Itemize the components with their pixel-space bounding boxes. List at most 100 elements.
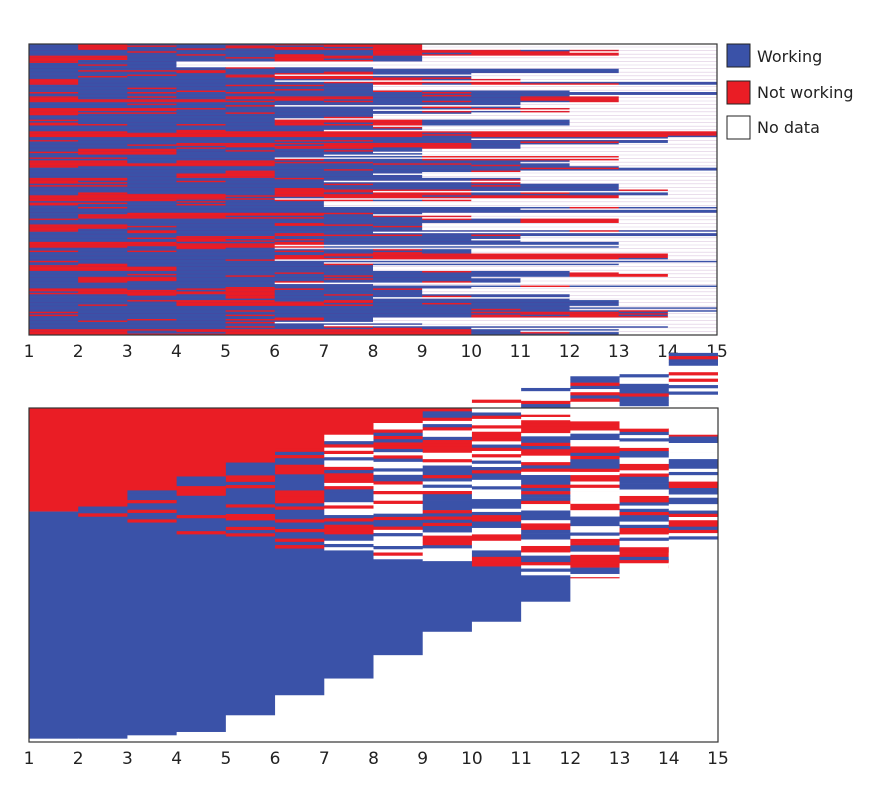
top-cell-not-working [29, 185, 128, 187]
top-cell-not-working [78, 193, 226, 196]
top-cell-not-working [422, 94, 472, 97]
top-cell-working [78, 311, 472, 314]
top-cell-working [323, 54, 374, 57]
top-cell-no-data [569, 305, 718, 308]
top-cell-working [127, 227, 423, 230]
top-cell-not-working [29, 122, 79, 125]
top-cell-not-working [471, 234, 521, 237]
top-cell-not-working [373, 327, 423, 330]
top-cell-no-data [667, 313, 718, 316]
bottom-band-cell-no-data [619, 544, 718, 548]
top-cell-no-data [667, 192, 718, 195]
top-cell-not-working [127, 144, 276, 147]
bottom-no-data-bottom-step [225, 715, 276, 742]
top-cell-not-working [225, 145, 472, 148]
top-cell-working [29, 308, 472, 311]
top-cell-working [373, 326, 669, 329]
legend: Working Not working No data [726, 43, 854, 140]
bottom-band-cell-working [668, 497, 718, 502]
top-cell-no-data [569, 163, 718, 166]
top-cell-working [29, 46, 79, 49]
top-cell-working [323, 272, 570, 275]
top-cell-working [29, 170, 226, 173]
bottom-band-cell-not-working [619, 499, 718, 503]
top-cell-not-working [225, 67, 276, 70]
top-cell-no-data [373, 173, 718, 176]
top-cell-not-working [127, 273, 177, 276]
top-cell-working [471, 147, 521, 150]
top-cell-working [29, 93, 718, 96]
bottom-band-cell-working [668, 459, 718, 463]
top-cell-no-data [618, 96, 718, 99]
top-cell-working [29, 105, 226, 107]
top-cell-working [323, 241, 620, 244]
top-cell-working [373, 300, 620, 302]
bottom-band-cell-no-data [619, 460, 718, 465]
top-cell-not-working [29, 110, 79, 113]
top-cell-working [29, 247, 177, 250]
top-cell-working [176, 269, 374, 272]
top-cell-not-working [29, 202, 128, 205]
top-cell-not-working [78, 276, 177, 279]
top-cell-working [29, 94, 423, 97]
top-cell-working [29, 115, 374, 118]
bottom-band-cell-working [619, 403, 718, 407]
top-cell-not-working [225, 326, 276, 329]
top-cell-not-working [520, 96, 620, 99]
top-cell-working [225, 108, 472, 110]
top-cell-no-data [323, 324, 718, 327]
top-cell-not-working [274, 54, 325, 57]
top-cell-no-data [667, 137, 718, 139]
bottom-x-tick-label: 1 [24, 749, 35, 769]
top-cell-not-working [520, 313, 669, 316]
top-cell-working [618, 311, 669, 314]
top-cell-working [29, 71, 177, 74]
top-cell-not-working [29, 250, 79, 253]
bottom-band-cell-no-data [668, 388, 718, 392]
bottom-band-cell-not-working [668, 529, 718, 534]
top-cell-not-working [323, 150, 374, 153]
top-cell-not-working [29, 134, 718, 137]
top-chart-frame [28, 43, 718, 336]
top-cell-not-working [225, 286, 276, 289]
top-cell-not-working [323, 81, 521, 84]
top-cell-no-data [520, 281, 718, 284]
bottom-chart: 1 2 3 4 5 6 7 8 9 10 11 12 13 14 15 [24, 352, 729, 769]
top-cell-not-working [274, 99, 325, 102]
top-cell-working [323, 84, 374, 87]
top-cell-working [323, 238, 472, 241]
top-cell-no-data [176, 65, 718, 68]
bottom-x-tick-label: 2 [73, 749, 84, 769]
top-cell-not-working [78, 148, 177, 151]
top-cell-working [29, 278, 79, 281]
top-cell-not-working [225, 46, 325, 49]
top-cell-not-working [29, 228, 79, 231]
top-cell-working [127, 58, 276, 61]
top-cell-working [422, 124, 570, 126]
top-cell-not-working [29, 55, 128, 58]
bottom-band-cell-no-data [619, 370, 718, 375]
bottom-band-cell-not-working [619, 511, 718, 516]
top-cell-working [323, 281, 423, 284]
bottom-band-cell-working [668, 462, 718, 466]
top-cell-not-working [373, 256, 669, 259]
top-cell-not-working [520, 221, 620, 224]
top-cell-working [29, 273, 128, 276]
top-cell-working [323, 58, 423, 61]
top-cell-no-data [667, 256, 718, 259]
bottom-band-cell-working [668, 536, 718, 540]
top-cell-not-working [29, 157, 128, 160]
top-cell-working [274, 314, 472, 317]
top-cell-working [520, 308, 570, 311]
top-cell-not-working [78, 48, 128, 51]
top-cell-not-working [618, 189, 669, 192]
top-cell-no-data [176, 62, 718, 65]
top-cell-not-working [176, 201, 226, 203]
bottom-no-data-top-step [619, 408, 670, 429]
top-cell-not-working [471, 311, 620, 314]
top-cell-working [176, 45, 226, 48]
bottom-band-cell-not-working [668, 513, 718, 518]
top-cell-no-data [667, 275, 718, 278]
top-cell-working [29, 137, 669, 139]
top-cell-working [373, 100, 423, 103]
